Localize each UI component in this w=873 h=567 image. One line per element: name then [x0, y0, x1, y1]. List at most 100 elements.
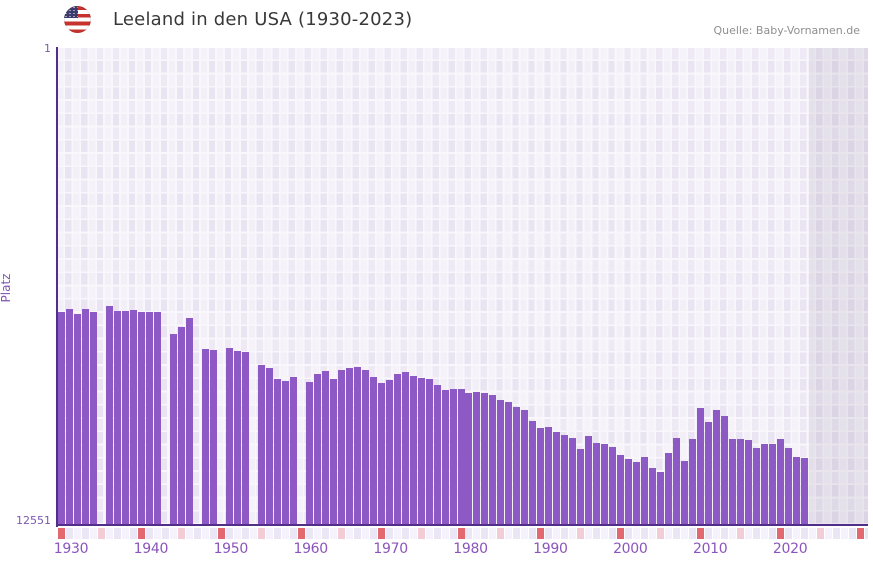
timeline-cell-1934	[89, 528, 97, 539]
rank-bar-1991[interactable]	[545, 426, 553, 525]
rank-bar-1978[interactable]	[441, 390, 449, 525]
rank-bar-2004[interactable]	[649, 468, 657, 525]
rank-bar-1939[interactable]	[129, 309, 137, 525]
rank-bar-1990[interactable]	[537, 428, 545, 525]
rank-bar-1938[interactable]	[121, 310, 129, 525]
rank-bar-1988[interactable]	[521, 410, 529, 525]
rank-bar-1980[interactable]	[457, 388, 465, 525]
rank-bar-1974[interactable]	[409, 376, 417, 525]
y-axis-title: Platz	[0, 273, 13, 303]
rank-bar-1995[interactable]	[577, 449, 585, 525]
rank-bar-1973[interactable]	[401, 371, 409, 525]
rank-bar-1986[interactable]	[505, 402, 513, 525]
rank-bar-2007[interactable]	[673, 437, 681, 525]
rank-bar-1931[interactable]	[65, 309, 73, 525]
rank-bar-1948[interactable]	[201, 348, 209, 525]
rank-bar-1932[interactable]	[73, 314, 81, 525]
rank-bar-1992[interactable]	[553, 431, 561, 525]
x-tick-label-1940: 1940	[133, 541, 169, 557]
rank-bar-1998[interactable]	[601, 444, 609, 525]
timeline-cell-1970	[377, 528, 385, 539]
rank-bar-1976[interactable]	[425, 379, 433, 525]
rank-bar-2014[interactable]	[729, 438, 737, 525]
timeline-cell-2021	[785, 528, 793, 539]
rank-bar-1977[interactable]	[433, 385, 441, 525]
rank-bar-1972[interactable]	[393, 374, 401, 525]
rank-bar-1957[interactable]	[273, 378, 281, 525]
rank-bar-1999[interactable]	[609, 447, 617, 525]
rank-bar-1945[interactable]	[177, 326, 185, 525]
rank-bar-1968[interactable]	[361, 369, 369, 525]
rank-bar-1996[interactable]	[585, 436, 593, 525]
rank-bar-1969[interactable]	[369, 377, 377, 525]
rank-bar-1967[interactable]	[353, 366, 361, 525]
rank-bar-1963[interactable]	[321, 371, 329, 525]
rank-bar-1993[interactable]	[561, 434, 569, 525]
rank-bar-1942[interactable]	[153, 312, 161, 525]
rank-bar-2017[interactable]	[753, 447, 761, 525]
rank-bar-1958[interactable]	[281, 380, 289, 525]
rank-bar-1983[interactable]	[481, 392, 489, 525]
rank-bar-2016[interactable]	[745, 440, 753, 525]
rank-bar-1985[interactable]	[497, 399, 505, 525]
rank-bar-2001[interactable]	[625, 459, 633, 525]
rank-bar-1952[interactable]	[233, 350, 241, 525]
rank-bar-1956[interactable]	[265, 367, 273, 525]
rank-bar-1941[interactable]	[145, 312, 153, 525]
rank-bar-1975[interactable]	[417, 377, 425, 525]
rank-bar-1984[interactable]	[489, 395, 497, 525]
rank-bar-1997[interactable]	[593, 442, 601, 525]
rank-bar-2013[interactable]	[721, 415, 729, 525]
rank-bar-1934[interactable]	[89, 312, 97, 525]
x-axis-line	[56, 524, 868, 526]
rank-bar-2020[interactable]	[777, 439, 785, 525]
rank-bar-1951[interactable]	[225, 347, 233, 525]
rank-bar-1965[interactable]	[337, 369, 345, 525]
rank-bar-1970[interactable]	[377, 382, 385, 525]
rank-bar-1959[interactable]	[289, 376, 297, 525]
rank-bar-2005[interactable]	[657, 472, 665, 525]
rank-bar-1966[interactable]	[345, 368, 353, 525]
rank-bar-1933[interactable]	[81, 309, 89, 525]
rank-bar-1937[interactable]	[113, 310, 121, 525]
rank-bar-1930[interactable]	[58, 312, 65, 525]
rank-bar-2022[interactable]	[793, 457, 801, 525]
rank-bar-1994[interactable]	[569, 438, 577, 525]
rank-bar-2011[interactable]	[705, 421, 713, 525]
rank-bar-2000[interactable]	[617, 454, 625, 525]
rank-bar-1982[interactable]	[473, 391, 481, 525]
rank-bar-2009[interactable]	[689, 438, 697, 525]
rank-bar-2002[interactable]	[633, 462, 641, 525]
rank-bar-1953[interactable]	[241, 352, 249, 525]
timeline-cell-1961	[305, 528, 313, 539]
rank-bar-1949[interactable]	[209, 349, 217, 525]
rank-bar-2012[interactable]	[713, 409, 721, 525]
rank-bar-1962[interactable]	[313, 373, 321, 525]
rank-bar-1989[interactable]	[529, 420, 537, 525]
rank-bar-1964[interactable]	[329, 379, 337, 525]
x-tick-label-1990: 1990	[533, 541, 568, 557]
timeline-cell-1976	[425, 528, 433, 539]
timeline-cell-1991	[545, 528, 553, 539]
rank-bar-1987[interactable]	[513, 406, 521, 525]
rank-bar-2003[interactable]	[641, 456, 649, 525]
rank-bar-2015[interactable]	[737, 439, 745, 525]
timeline-cell-1992	[553, 528, 561, 539]
rank-bar-1946[interactable]	[185, 317, 193, 525]
rank-bar-1981[interactable]	[465, 393, 473, 525]
rank-bar-1940[interactable]	[137, 312, 145, 525]
rank-bar-1936[interactable]	[105, 306, 113, 525]
rank-bar-2023[interactable]	[801, 458, 809, 525]
rank-bar-1955[interactable]	[257, 364, 265, 525]
rank-bar-2019[interactable]	[769, 444, 777, 525]
timeline-cell-1949	[209, 528, 217, 539]
rank-bar-2021[interactable]	[785, 448, 793, 525]
rank-bar-1961[interactable]	[305, 382, 313, 525]
rank-bar-2010[interactable]	[697, 407, 705, 525]
rank-bar-1979[interactable]	[449, 389, 457, 525]
rank-bar-1944[interactable]	[169, 334, 177, 525]
rank-bar-1971[interactable]	[385, 380, 393, 525]
rank-bar-2008[interactable]	[681, 461, 689, 525]
rank-bar-2018[interactable]	[761, 444, 769, 525]
rank-bar-2006[interactable]	[665, 453, 673, 525]
